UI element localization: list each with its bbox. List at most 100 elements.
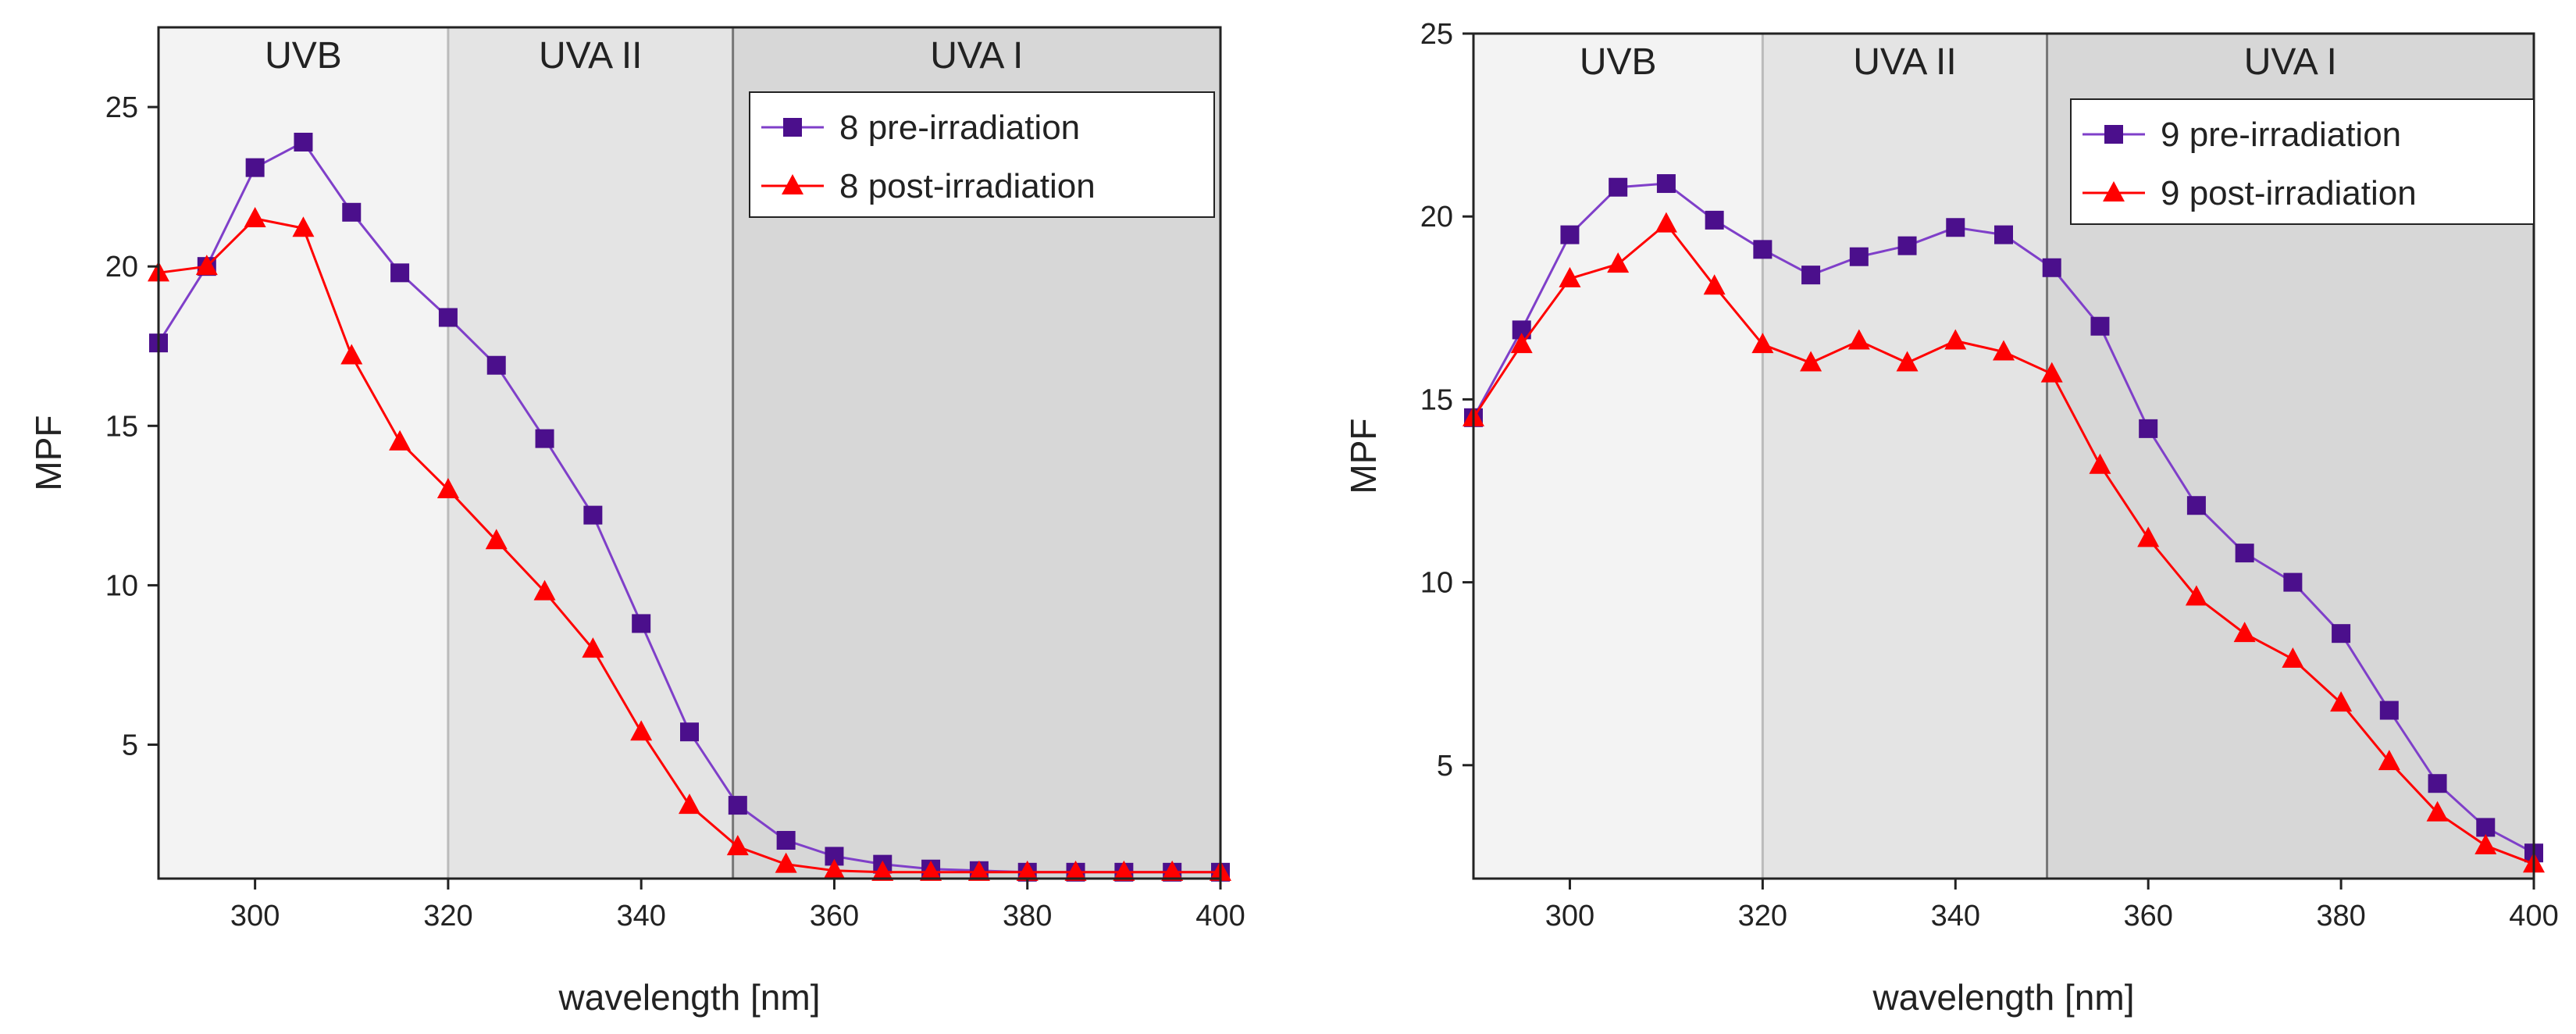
legend-box <box>749 91 1215 218</box>
data-point-s1-1 <box>1510 333 1533 354</box>
x-tick-label-3: 360 <box>810 900 859 932</box>
data-point-s1-3 <box>292 216 315 237</box>
x-tick-label-1: 320 <box>423 900 472 932</box>
x-tick-label-1: 320 <box>1738 900 1787 932</box>
data-point-s1-12 <box>2040 362 2063 383</box>
data-point-s1-1 <box>195 255 218 276</box>
data-point-s1-10 <box>630 720 653 741</box>
y-axis-title: MPF <box>28 415 69 490</box>
data-point-s1-15 <box>2185 585 2207 606</box>
data-point-s1-11 <box>1993 340 2015 361</box>
data-point-s1-4 <box>1655 212 1677 233</box>
data-point-s1-12 <box>726 835 749 856</box>
data-point-s0-9 <box>1897 236 1917 255</box>
data-point-s0-10 <box>1946 218 1965 237</box>
legend-marker-square <box>783 118 802 137</box>
region-label-1: UVA II <box>1853 41 1957 83</box>
legend-label-1: 8 post-irradiation <box>839 167 1096 205</box>
data-point-s1-21 <box>2474 833 2497 854</box>
data-point-s0-13 <box>776 831 796 850</box>
y-tick-label-0: 5 <box>1437 750 1453 783</box>
y-tick-label-4: 25 <box>105 91 138 124</box>
x-tick-label-2: 340 <box>616 900 665 932</box>
data-point-s0-12 <box>728 796 747 815</box>
data-point-s0-4 <box>342 202 362 222</box>
chart-panel-left: UVB UVA II UVA I 300 320 340 360 380 400 5 10 15 20 2… <box>28 26 1245 1018</box>
legend: 8 pre-irradiation 8 post-irradiation <box>749 91 1215 218</box>
data-point-s0-3 <box>1609 177 1628 197</box>
data-point-s0-21 <box>2476 818 2496 837</box>
y-axis-title: MPF <box>1343 418 1384 494</box>
data-point-s1-2 <box>1559 266 1581 287</box>
data-point-s1-5 <box>389 430 412 451</box>
data-point-s1-17 <box>2282 647 2304 668</box>
data-point-s0-9 <box>583 505 603 525</box>
data-point-s1-3 <box>1607 252 1630 273</box>
region-label-2: UVA I <box>2244 41 2337 83</box>
data-point-s0-18 <box>2332 624 2351 644</box>
data-point-s0-5 <box>1705 210 1724 230</box>
data-point-s1-14 <box>2137 526 2160 547</box>
data-point-s1-16 <box>2233 622 2256 643</box>
data-point-s1-7 <box>485 529 508 550</box>
region-band-0 <box>1473 34 1763 879</box>
data-point-s0-2 <box>245 158 265 177</box>
x-tick-label-5: 400 <box>1195 900 1245 932</box>
data-point-s0-20 <box>2428 774 2447 793</box>
region-band-1 <box>447 27 733 879</box>
legend-marker-square <box>2104 125 2123 144</box>
data-point-s1-8 <box>533 579 556 601</box>
data-point-s1-15 <box>871 860 894 881</box>
data-point-s1-19 <box>2378 750 2400 771</box>
x-tick-label-0: 300 <box>1545 900 1594 932</box>
data-point-s0-8 <box>535 429 554 448</box>
data-point-s1-6 <box>1751 333 1774 354</box>
y-tick-label-3: 20 <box>105 251 138 283</box>
data-point-s0-12 <box>2042 258 2061 277</box>
data-point-s0-17 <box>2283 572 2303 592</box>
chart-panel-right: UVB UVA II UVA I 300 320 340 360 380 400 5 10 15 20 2… <box>1343 18 2559 1018</box>
y-tick-label-4: 25 <box>1420 18 1453 51</box>
legend-marker-triangle <box>782 174 803 194</box>
data-point-s1-11 <box>679 793 700 815</box>
legend-box <box>2070 98 2535 225</box>
region-label-2: UVA I <box>930 35 1023 77</box>
data-point-s1-5 <box>1703 274 1726 295</box>
y-tick-label-1: 10 <box>1420 567 1453 600</box>
x-axis-title: wavelength [nm] <box>1872 977 2135 1018</box>
x-axis-title: wavelength [nm] <box>558 977 821 1018</box>
data-point-s1-18 <box>2330 691 2353 712</box>
data-point-s0-2 <box>1560 225 1580 244</box>
data-point-s0-11 <box>1994 225 2013 244</box>
data-point-s0-13 <box>2090 316 2110 336</box>
data-point-s1-14 <box>823 858 846 879</box>
legend-marker-triangle <box>2103 181 2125 201</box>
data-point-s1-13 <box>2089 453 2111 474</box>
region-label-0: UVB <box>1580 41 1657 83</box>
data-point-s0-8 <box>1849 247 1869 266</box>
data-point-s1-9 <box>1896 351 1919 372</box>
data-point-s0-15 <box>2186 496 2206 515</box>
y-tick-label-1: 10 <box>105 569 138 602</box>
data-point-s1-19 <box>1064 860 1087 881</box>
data-point-s0-3 <box>294 132 313 152</box>
x-tick-label-4: 380 <box>1003 900 1052 932</box>
legend-label-1: 9 post-irradiation <box>2161 174 2417 212</box>
x-tick-label-5: 400 <box>2509 900 2558 932</box>
y-tick-label-2: 15 <box>105 410 138 443</box>
region-band-0 <box>159 27 448 879</box>
y-tick-label-2: 15 <box>1420 383 1453 416</box>
region-band-1 <box>1762 34 2047 879</box>
data-point-s0-6 <box>1753 240 1773 259</box>
data-point-s1-2 <box>244 206 266 227</box>
data-point-s0-11 <box>680 722 699 742</box>
data-point-s0-7 <box>1801 266 1821 285</box>
data-point-s0-10 <box>632 614 651 633</box>
data-point-s1-20 <box>1113 860 1135 881</box>
data-point-s0-7 <box>486 355 506 375</box>
data-point-s0-19 <box>2379 701 2399 720</box>
plot-frame <box>1472 32 2535 880</box>
data-point-s1-20 <box>2426 800 2449 822</box>
data-point-s1-13 <box>775 852 797 873</box>
